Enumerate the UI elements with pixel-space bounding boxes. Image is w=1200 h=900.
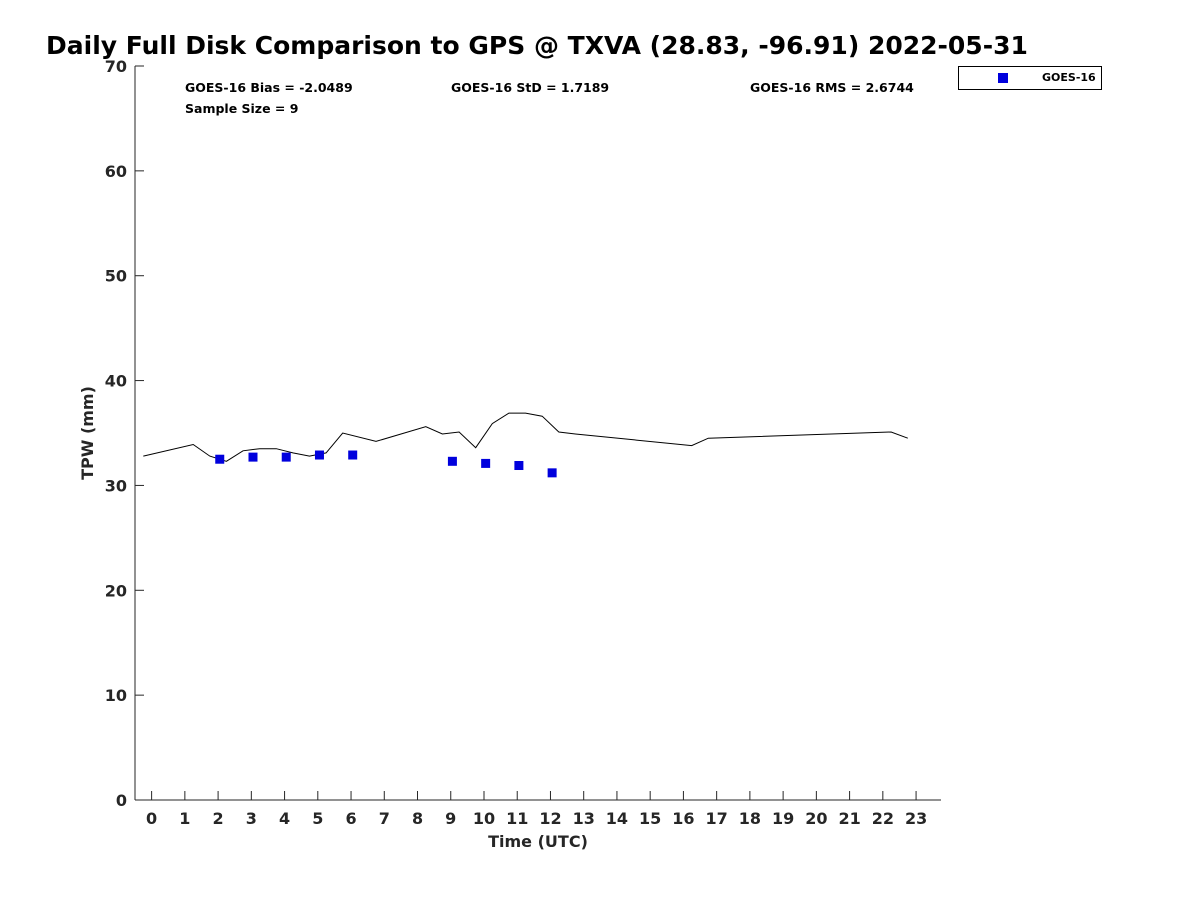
y-tick-label: 20 (105, 581, 127, 600)
x-tick-label: 12 (539, 809, 561, 828)
x-tick-label: 17 (706, 809, 728, 828)
x-tick-label: 0 (146, 809, 157, 828)
x-tick-label: 20 (805, 809, 827, 828)
y-tick-label: 60 (105, 162, 127, 181)
data-point-goes-16 (481, 458, 491, 468)
x-axis-label: Time (UTC) (488, 832, 588, 851)
y-tick-label: 0 (116, 791, 127, 810)
series-layer (143, 412, 908, 478)
ticks: 0 1 2 3 4 5 6 7 8 9 10 11 12 13 14 15 16 17 18 19 20 21 22 2301… (105, 57, 927, 828)
x-tick-label: 2 (213, 809, 224, 828)
x-tick-label: 14 (606, 809, 628, 828)
chart-title: Daily Full Disk Comparison to GPS @ TXVA… (46, 31, 1028, 60)
y-tick-label: 70 (105, 57, 127, 76)
legend-marker-goes-16 (998, 73, 1008, 83)
legend-box (958, 66, 1102, 90)
x-tick-label: 7 (379, 809, 390, 828)
x-tick-label: 21 (838, 809, 860, 828)
x-tick-label: 11 (506, 809, 528, 828)
x-tick-label: 9 (445, 809, 456, 828)
x-tick-label: 5 (312, 809, 323, 828)
x-tick-label: 8 (412, 809, 423, 828)
x-tick-label: 10 (473, 809, 495, 828)
x-tick-label: 6 (345, 809, 356, 828)
data-point-goes-16 (514, 461, 524, 471)
x-tick-label: 15 (639, 809, 661, 828)
data-point-goes-16 (281, 452, 291, 462)
legend: GOES-16 (958, 66, 1102, 90)
x-tick-label: 1 (179, 809, 190, 828)
data-point-goes-16 (314, 450, 324, 460)
stat-rms: GOES-16 RMS = 2.6744 (750, 80, 914, 95)
data-point-goes-16 (248, 452, 258, 462)
y-tick-label: 30 (105, 476, 127, 495)
stat-bias: GOES-16 Bias = -2.0489 (185, 80, 353, 95)
y-tick-label: 10 (105, 686, 127, 705)
data-point-goes-16 (215, 454, 225, 464)
x-tick-label: 16 (672, 809, 694, 828)
y-tick-label: 50 (105, 267, 127, 286)
data-point-goes-16 (547, 468, 557, 478)
gps-line-series (143, 412, 908, 462)
x-tick-label: 3 (246, 809, 257, 828)
stat-std: GOES-16 StD = 1.7189 (451, 80, 609, 95)
legend-label-goes-16: GOES-16 (1042, 71, 1096, 84)
stat-sample-size: Sample Size = 9 (185, 101, 298, 116)
axes (134, 66, 941, 801)
x-tick-label: 13 (573, 809, 595, 828)
x-tick-label: 23 (905, 809, 927, 828)
x-tick-label: 4 (279, 809, 290, 828)
data-point-goes-16 (348, 450, 358, 460)
x-tick-label: 18 (739, 809, 761, 828)
x-tick-label: 22 (872, 809, 894, 828)
y-tick-label: 40 (105, 372, 127, 391)
data-point-goes-16 (447, 456, 457, 466)
y-axis-label: TPW (mm) (78, 386, 97, 480)
x-tick-label: 19 (772, 809, 794, 828)
